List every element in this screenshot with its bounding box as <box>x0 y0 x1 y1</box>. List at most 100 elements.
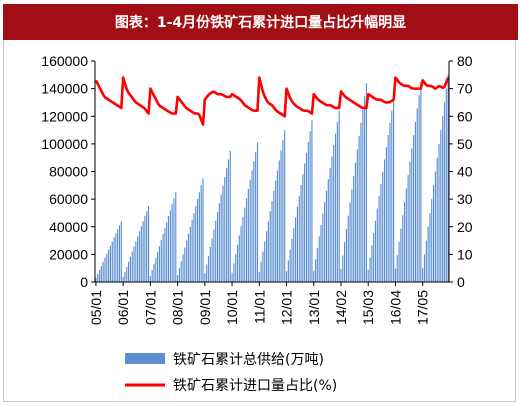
bar <box>167 216 170 282</box>
bar <box>309 131 311 282</box>
bar <box>331 156 333 282</box>
bar <box>158 246 161 282</box>
bar <box>394 268 397 282</box>
bar <box>423 254 426 283</box>
axes: 0 20000 40000 60000 80000 100000 120000 140000 1… <box>41 53 473 325</box>
bar <box>436 157 438 282</box>
bar <box>318 236 320 282</box>
left-tick-label: 120000 <box>41 108 88 124</box>
bar <box>264 241 266 282</box>
bar <box>427 226 429 282</box>
bar <box>242 216 244 282</box>
bar <box>95 277 97 282</box>
x-tick-label: 07/01 <box>142 290 158 325</box>
bar <box>102 261 104 282</box>
legend: 铁矿石累计总供给(万吨) 铁矿石累计进口量占比(%) <box>125 352 337 394</box>
bar <box>106 253 108 282</box>
bar <box>187 233 190 282</box>
x-tick-label: 16/04 <box>387 290 403 325</box>
bar <box>126 266 128 282</box>
bar <box>275 180 277 282</box>
bar <box>256 142 259 282</box>
bar <box>398 241 400 282</box>
bar <box>233 263 235 282</box>
bar <box>238 235 240 282</box>
x-tick-label: 05/01 <box>88 290 104 325</box>
chart-title: 图表：1-4月份铁矿石累计进口量占比升幅明显 <box>3 4 518 40</box>
bar <box>369 257 371 282</box>
bar <box>195 206 197 282</box>
bar <box>108 249 110 282</box>
bar <box>296 206 298 282</box>
bar <box>97 273 99 282</box>
bar <box>255 151 257 282</box>
bar <box>186 240 188 282</box>
bar <box>262 251 264 282</box>
bar <box>403 201 406 282</box>
bar <box>327 179 329 282</box>
bar <box>371 245 373 282</box>
x-tick-label: 13/01 <box>306 290 322 325</box>
bar <box>216 212 219 282</box>
bar <box>374 220 377 282</box>
bar <box>447 74 449 282</box>
bar <box>422 268 424 282</box>
bar <box>128 261 130 282</box>
bar <box>287 260 289 282</box>
bar <box>169 210 171 282</box>
bar <box>402 215 404 282</box>
left-tick-label: 160000 <box>41 53 88 69</box>
bar <box>431 199 433 283</box>
bar <box>353 175 355 282</box>
bar <box>420 81 422 282</box>
bar <box>362 109 364 283</box>
bar <box>118 225 121 282</box>
bar <box>180 261 182 282</box>
bar <box>393 98 395 282</box>
bar <box>320 224 322 282</box>
bar <box>356 149 358 282</box>
bar <box>111 241 113 282</box>
bar <box>354 162 357 282</box>
bar <box>385 147 387 282</box>
bar <box>162 234 164 282</box>
bar <box>418 95 420 282</box>
bar <box>414 121 416 282</box>
bar <box>289 249 291 282</box>
x-tick-label: 09/01 <box>197 290 213 325</box>
bar <box>215 220 217 282</box>
bar <box>191 219 193 282</box>
bar <box>373 233 375 282</box>
bar <box>407 175 409 282</box>
bar <box>300 185 302 282</box>
bar <box>365 83 367 282</box>
bar <box>258 271 260 282</box>
bar <box>416 108 418 282</box>
bar <box>347 215 349 282</box>
legend-label-share: 铁矿石累计进口量占比(%) <box>173 378 337 394</box>
bar <box>177 275 179 282</box>
bar <box>135 241 137 282</box>
bar <box>184 247 186 282</box>
bar <box>396 255 398 282</box>
right-tick-label: 0 <box>457 274 465 290</box>
bar <box>253 161 255 282</box>
bar <box>400 228 402 282</box>
bar <box>115 233 117 282</box>
bar <box>207 255 210 282</box>
bar <box>409 161 411 282</box>
bar <box>405 188 407 282</box>
bar <box>382 171 384 282</box>
bar <box>211 238 213 282</box>
bar <box>164 228 166 282</box>
bar <box>293 228 295 282</box>
bar <box>140 226 142 282</box>
bar <box>313 270 315 282</box>
bar <box>153 264 155 282</box>
bar <box>133 246 135 282</box>
bar <box>120 221 122 282</box>
bar <box>322 213 324 282</box>
bar <box>336 122 338 282</box>
bar <box>383 159 386 282</box>
right-tick-label: 40 <box>457 164 473 180</box>
